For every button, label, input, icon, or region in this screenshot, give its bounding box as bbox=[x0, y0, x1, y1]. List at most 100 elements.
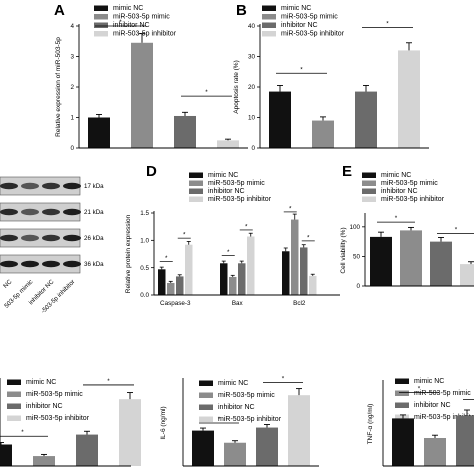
legend-label: inhibitor NC bbox=[414, 402, 451, 409]
legend-swatch bbox=[94, 22, 108, 28]
legend-swatch bbox=[395, 378, 409, 384]
significance-star: * bbox=[418, 386, 421, 393]
blot-band bbox=[42, 182, 60, 190]
legend-label: mimic NC bbox=[414, 378, 444, 385]
significance-star: * bbox=[289, 205, 292, 212]
bar bbox=[424, 438, 446, 466]
blot-band bbox=[21, 234, 39, 242]
significance-star: * bbox=[227, 249, 230, 256]
band-size-label: 36 kDa bbox=[84, 261, 104, 268]
bar bbox=[288, 395, 310, 466]
legend-swatch bbox=[7, 379, 21, 385]
legend-swatch bbox=[7, 391, 21, 397]
legend-label: inhibitor NC bbox=[281, 22, 318, 29]
bar bbox=[291, 219, 299, 295]
bar bbox=[119, 399, 141, 466]
y-tick-label: 4 bbox=[70, 23, 74, 30]
significance-star: * bbox=[395, 215, 398, 222]
y-axis-label: Relative protein expression bbox=[125, 214, 132, 293]
y-tick-label: 0 bbox=[70, 145, 74, 152]
legend-swatch bbox=[262, 31, 276, 37]
blot-band bbox=[63, 182, 81, 190]
bar bbox=[33, 456, 55, 466]
y-tick-label: 1.0 bbox=[140, 238, 149, 245]
panel-label: D bbox=[146, 163, 157, 180]
x-tick-label: Bcl2 bbox=[293, 300, 306, 307]
legend-label: miR-503-5p mimic bbox=[113, 14, 170, 21]
blot-band bbox=[42, 208, 60, 216]
blot-band bbox=[42, 260, 60, 268]
bar bbox=[392, 418, 414, 466]
legend-swatch bbox=[262, 14, 276, 20]
y-tick-label: 2 bbox=[70, 84, 74, 91]
y-tick-label: 100 bbox=[349, 224, 360, 231]
legend-swatch bbox=[199, 404, 213, 410]
y-axis-label: Cell viability (%) bbox=[340, 227, 347, 273]
y-axis-label: Relative expression of miR-503-5p bbox=[55, 37, 62, 137]
bar bbox=[247, 236, 255, 295]
legend-label: mimic NC bbox=[281, 5, 311, 12]
y-tick-label: 50 bbox=[353, 254, 361, 261]
blot-band bbox=[21, 260, 39, 268]
bar bbox=[167, 282, 175, 295]
blot-band bbox=[63, 234, 81, 242]
legend-swatch bbox=[199, 416, 213, 422]
legend-swatch bbox=[362, 172, 376, 178]
bar bbox=[398, 50, 420, 148]
lane-label: NC bbox=[2, 278, 14, 290]
bar bbox=[309, 275, 317, 295]
significance-star: * bbox=[165, 255, 168, 262]
legend-label: mimic NC bbox=[26, 379, 56, 386]
x-tick-label: Bax bbox=[232, 300, 244, 307]
blot-band bbox=[0, 182, 18, 190]
legend-label: inhibitor NC bbox=[26, 403, 63, 410]
legend-label: inhibitor NC bbox=[381, 188, 418, 195]
legend-label: inhibitor NC bbox=[218, 404, 255, 411]
bar bbox=[76, 434, 98, 466]
blot-band bbox=[21, 208, 39, 216]
y-tick-label: 10 bbox=[248, 115, 256, 122]
bar bbox=[158, 269, 166, 295]
y-tick-label: 0 bbox=[356, 283, 360, 290]
legend-label: miR-503-5p inhibitor bbox=[381, 196, 445, 203]
legend-label: mimic NC bbox=[208, 172, 238, 179]
legend-swatch bbox=[7, 403, 21, 409]
bar bbox=[456, 415, 474, 466]
legend-label: miR-503-5p mimic bbox=[281, 14, 338, 21]
y-tick-label: 30 bbox=[248, 54, 256, 61]
legend-label: inhibitor NC bbox=[208, 188, 245, 195]
legend-swatch bbox=[262, 22, 276, 28]
panel-label: A bbox=[54, 2, 65, 19]
legend-label: miR-503-5p mimic bbox=[381, 180, 438, 187]
bar bbox=[185, 244, 193, 295]
legend-swatch bbox=[395, 390, 409, 396]
legend-label: mimic NC bbox=[113, 5, 143, 12]
blot-band bbox=[21, 182, 39, 190]
bar bbox=[460, 264, 474, 286]
y-tick-label: 20 bbox=[248, 84, 256, 91]
bar bbox=[430, 241, 452, 286]
legend-swatch bbox=[199, 392, 213, 398]
panel-label: B bbox=[236, 2, 247, 19]
bar bbox=[174, 115, 196, 148]
legend-swatch bbox=[189, 180, 203, 186]
band-size-label: 17 kDa bbox=[84, 183, 104, 190]
legend-swatch bbox=[362, 188, 376, 194]
bar bbox=[400, 230, 422, 286]
legend-label: miR-503-5p mimic bbox=[414, 390, 471, 397]
legend-label: miR-503-5p inhibitor bbox=[414, 414, 474, 421]
bar bbox=[131, 42, 153, 148]
significance-star: * bbox=[307, 234, 310, 241]
legend-label: miR-503-5p inhibitor bbox=[208, 196, 272, 203]
blot-band bbox=[0, 260, 18, 268]
bar bbox=[192, 430, 214, 466]
panel-label: E bbox=[342, 163, 352, 180]
significance-star: * bbox=[245, 223, 248, 230]
y-tick-label: 3 bbox=[70, 54, 74, 61]
legend-swatch bbox=[362, 196, 376, 202]
bar bbox=[176, 276, 184, 295]
bar bbox=[355, 91, 377, 148]
y-tick-label: 40 bbox=[248, 23, 256, 30]
bar bbox=[370, 236, 392, 286]
y-tick-label: 0.0 bbox=[140, 292, 149, 299]
